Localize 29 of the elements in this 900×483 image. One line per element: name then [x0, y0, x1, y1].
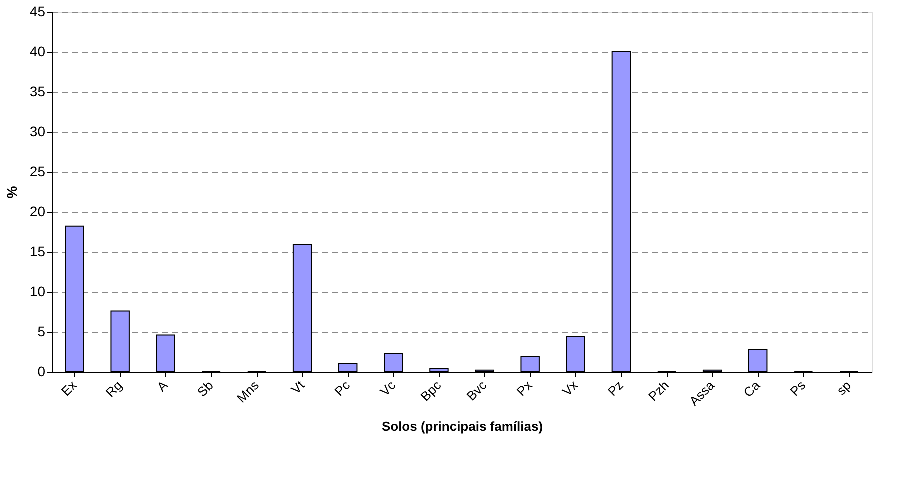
- y-tick-label: 45: [30, 4, 46, 20]
- x-axis-title: Solos (principais famílias): [382, 418, 544, 434]
- x-tick-label: Sb: [194, 378, 216, 400]
- y-tick-label: 40: [30, 44, 46, 60]
- x-tick-label: Ex: [58, 377, 80, 400]
- x-tick-label: Pzh: [646, 378, 672, 404]
- y-axis-title: %: [4, 186, 20, 199]
- x-tick-label: Bpc: [418, 377, 445, 404]
- y-tick-label: 25: [30, 164, 46, 180]
- x-tick-label: sp: [834, 378, 854, 398]
- x-tick-label: Pz: [605, 378, 626, 400]
- x-tick-label: Vx: [560, 377, 582, 400]
- y-tick-label: 15: [30, 244, 46, 260]
- y-tick-label: 0: [38, 364, 46, 380]
- x-tick-label: Rg: [102, 378, 126, 400]
- x-tick-label: Ps: [787, 377, 809, 400]
- x-tick-label: A: [154, 378, 172, 395]
- x-tick-label: Mns: [234, 377, 262, 406]
- x-tick-label: Vt: [288, 378, 308, 398]
- y-tick-label: 35: [30, 84, 46, 100]
- y-tick-label: 30: [30, 124, 46, 140]
- x-tick-label: Pc: [332, 377, 354, 400]
- y-tick-label: 5: [38, 324, 46, 340]
- x-tick-label: Bvc: [464, 377, 490, 404]
- y-tick-label: 10: [30, 284, 46, 300]
- y-tick-label: 20: [30, 204, 46, 220]
- x-tick-label: Ca: [740, 377, 764, 400]
- x-tick-label: Px: [514, 377, 536, 400]
- x-tick-label: Vc: [377, 377, 399, 400]
